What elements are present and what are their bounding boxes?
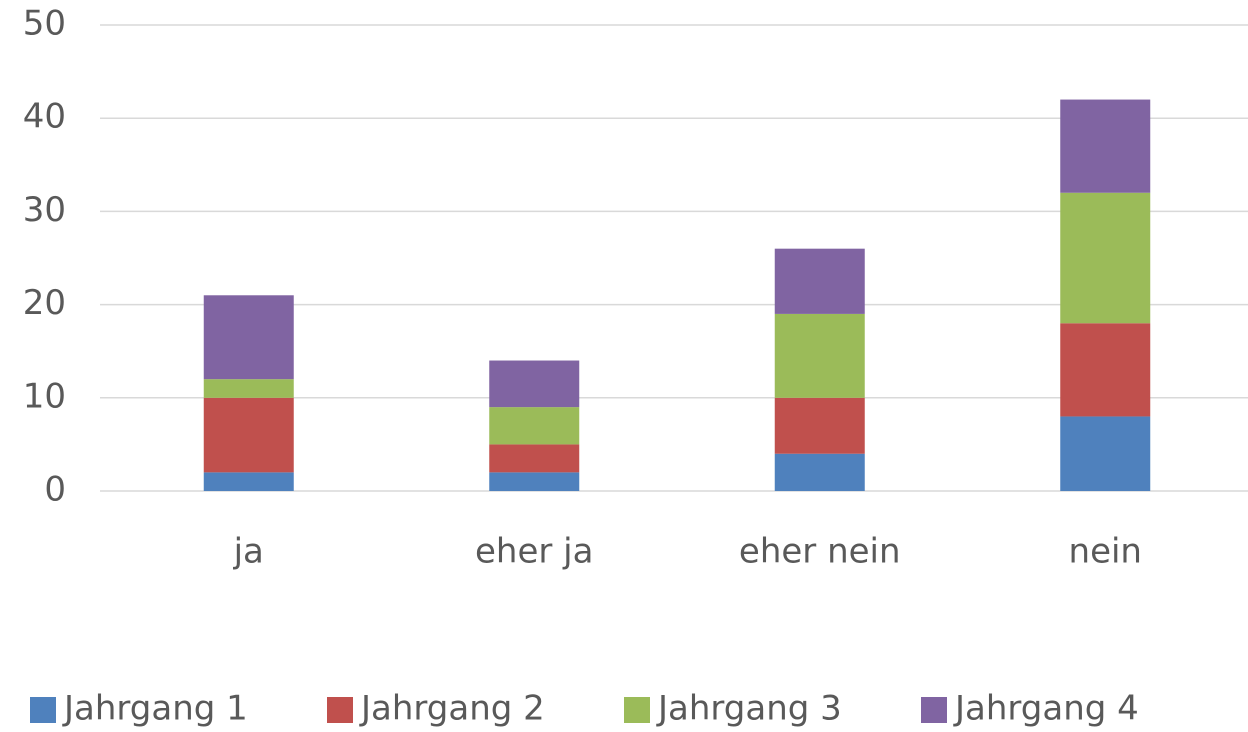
bar-segment [774,397,865,454]
legend-label: Jahrgang 2 [359,689,545,729]
bar-segment [1060,416,1151,491]
legend-label: Jahrgang 3 [656,689,842,729]
legend-swatch [624,697,650,723]
y-tick-label: 50 [23,4,66,44]
bar-segment [1060,192,1151,324]
bar-segment [489,407,580,445]
y-tick-label: 0 [44,470,66,510]
legend-swatch [30,697,56,723]
bar-segment [489,360,580,408]
bar-segment [774,248,865,314]
x-tick-label: ja [233,532,264,572]
bar-segment [774,453,865,491]
bar-segment [203,379,294,398]
legend-swatch [921,697,947,723]
bar-segment [203,397,294,473]
legend-label: Jahrgang 4 [953,689,1139,729]
bar-segment [489,472,580,491]
bar-segment [203,472,294,491]
legend-label: Jahrgang 1 [62,689,248,729]
bar-segment [489,444,580,473]
y-tick-label: 20 [23,283,66,323]
y-tick-label: 10 [23,376,66,416]
x-tick-label: eher nein [739,532,901,572]
bar-segment [203,295,294,380]
y-tick-label: 30 [23,190,66,230]
bar-segment [774,313,865,398]
bar-segment [1060,99,1151,193]
x-tick-label: nein [1069,532,1142,572]
x-tick-label: eher ja [475,532,593,572]
bar-segment [1060,323,1151,417]
legend-swatch [327,697,353,723]
y-tick-label: 40 [23,97,66,137]
